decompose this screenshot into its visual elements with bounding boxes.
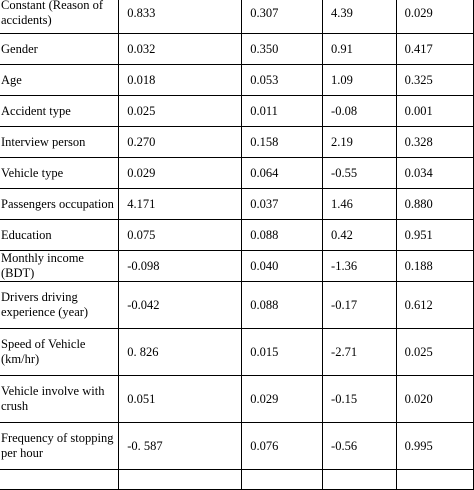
significance-cell: 0.328 <box>395 126 474 158</box>
significance-cell: 0.417 <box>395 33 474 65</box>
std-error-cell: 0.029 <box>241 375 324 423</box>
coefficient-cell: 0.032 <box>118 33 243 65</box>
table-row: Passengers occupation 4.171 0.037 1.46 0… <box>0 188 474 220</box>
significance-cell: 0.020 <box>395 375 474 423</box>
significance-cell: 0.880 <box>395 188 474 220</box>
table-row: Vehicle involve with crush 0.051 0.029 -… <box>0 375 474 423</box>
std-error-cell: 0.015 <box>241 328 324 376</box>
std-error-cell: 0.037 <box>241 188 324 220</box>
variable-cell: Education <box>0 219 120 251</box>
table-row: Accident type 0.025 0.011 -0.08 0.001 <box>0 95 474 127</box>
std-error-cell: 0.076 <box>241 422 324 470</box>
significance-cell: 0.995 <box>395 422 474 470</box>
variable-cell: Vehicle type <box>0 157 120 189</box>
coefficient-cell: 0.051 <box>118 375 243 423</box>
t-value-cell <box>322 469 397 490</box>
coefficient-cell: 4.171 <box>118 188 243 220</box>
coefficient-cell: 0.833 <box>118 0 243 34</box>
variable-cell <box>0 469 120 490</box>
significance-cell: 0.325 <box>395 64 474 96</box>
t-value-cell: 0.42 <box>322 219 397 251</box>
significance-cell: 0.029 <box>395 0 474 34</box>
std-error-cell: 0.040 <box>241 250 324 282</box>
variable-cell: Speed of Vehicle (km/hr) <box>0 328 120 376</box>
t-value-cell: -0.15 <box>322 375 397 423</box>
coefficient-cell: -0. 587 <box>118 422 243 470</box>
t-value-cell: 2.19 <box>322 126 397 158</box>
variable-cell: Frequency of stopping per hour <box>0 422 120 470</box>
table-row: Education 0.075 0.088 0.42 0.951 <box>0 219 474 251</box>
coefficient-cell: 0.025 <box>118 95 243 127</box>
std-error-cell: 0.158 <box>241 126 324 158</box>
t-value-cell: -0.56 <box>322 422 397 470</box>
significance-cell: 0.951 <box>395 219 474 251</box>
significance-cell: 0.188 <box>395 250 474 282</box>
variable-cell: Accident type <box>0 95 120 127</box>
coefficient-cell: 0.270 <box>118 126 243 158</box>
std-error-cell: 0.088 <box>241 219 324 251</box>
std-error-cell: 0.088 <box>241 281 324 329</box>
t-value-cell: -2.71 <box>322 328 397 376</box>
variable-cell: Vehicle involve with crush <box>0 375 120 423</box>
std-error-cell: 0.350 <box>241 33 324 65</box>
variable-cell: Drivers driving experience (year) <box>0 281 120 329</box>
significance-cell: 0.612 <box>395 281 474 329</box>
variable-cell: Monthly income (BDT) <box>0 250 120 282</box>
table-row: Frequency of stopping per hour -0. 587 0… <box>0 422 474 470</box>
t-value-cell: -1.36 <box>322 250 397 282</box>
coefficient-cell: 0.018 <box>118 64 243 96</box>
coefficient-cell: 0.029 <box>118 157 243 189</box>
t-value-cell: 1.09 <box>322 64 397 96</box>
std-error-cell: 0.307 <box>241 0 324 34</box>
coefficient-cell: 0.075 <box>118 219 243 251</box>
std-error-cell: 0.053 <box>241 64 324 96</box>
t-value-cell: 1.46 <box>322 188 397 220</box>
coefficient-cell <box>118 469 243 490</box>
table-row: Monthly income (BDT) -0.098 0.040 -1.36 … <box>0 250 474 282</box>
significance-cell: 0.034 <box>395 157 474 189</box>
variable-cell: Age <box>0 64 120 96</box>
table-row: Speed of Vehicle (km/hr) 0. 826 0.015 -2… <box>0 328 474 376</box>
table-row: Constant (Reason of accidents) 0.833 0.3… <box>0 0 474 34</box>
table-row: Gender 0.032 0.350 0.91 0.417 <box>0 33 474 65</box>
t-value-cell: -0.55 <box>322 157 397 189</box>
table-row: Interview person 0.270 0.158 2.19 0.328 <box>0 126 474 158</box>
coefficient-cell: -0.098 <box>118 250 243 282</box>
table-row: Drivers driving experience (year) -0.042… <box>0 281 474 329</box>
table-row <box>0 469 474 490</box>
table-row: Vehicle type 0.029 0.064 -0.55 0.034 <box>0 157 474 189</box>
significance-cell: 0.025 <box>395 328 474 376</box>
coefficient-cell: -0.042 <box>118 281 243 329</box>
significance-cell: 0.001 <box>395 95 474 127</box>
variable-cell: Constant (Reason of accidents) <box>0 0 120 34</box>
std-error-cell: 0.011 <box>241 95 324 127</box>
t-value-cell: -0.08 <box>322 95 397 127</box>
variable-cell: Interview person <box>0 126 120 158</box>
table-row: Age 0.018 0.053 1.09 0.325 <box>0 64 474 96</box>
std-error-cell: 0.064 <box>241 157 324 189</box>
variable-cell: Passengers occupation <box>0 188 120 220</box>
coefficient-cell: 0. 826 <box>118 328 243 376</box>
significance-cell <box>395 469 474 490</box>
t-value-cell: -0.17 <box>322 281 397 329</box>
variable-cell: Gender <box>0 33 120 65</box>
std-error-cell <box>241 469 324 490</box>
t-value-cell: 0.91 <box>322 33 397 65</box>
t-value-cell: 4.39 <box>322 0 397 34</box>
